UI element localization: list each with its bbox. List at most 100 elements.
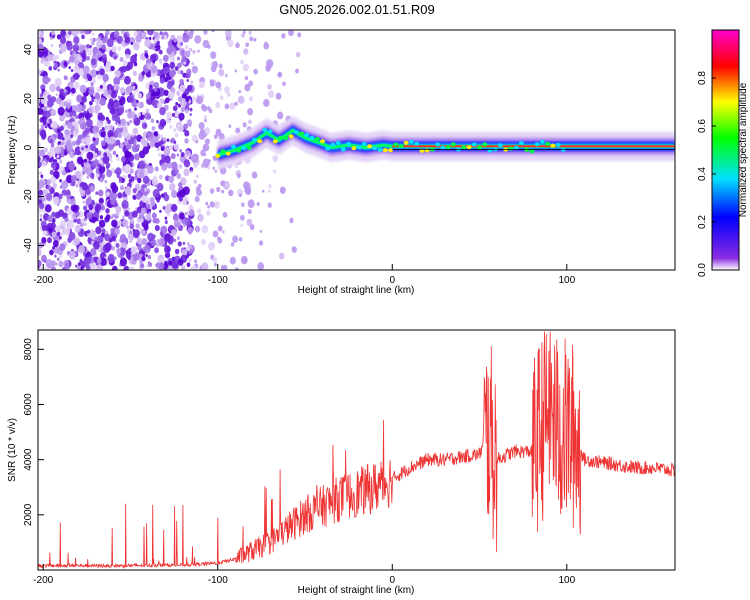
heatmap-cell [39,171,43,175]
heatmap-cell [238,237,243,242]
heatmap-cell [275,92,282,100]
heatmap-cell [86,175,90,179]
heatmap-cell [135,223,140,229]
heatmap-cell [182,33,190,43]
heatmap-cell [85,127,91,134]
heatmap-cell [89,143,96,152]
heatmap-cell [82,50,86,55]
heatmap-cell [214,169,218,174]
heatmap-cell [78,56,83,62]
heatmap-cell [91,40,95,46]
heatmap-cell [133,114,138,120]
heatmap-cell [50,43,54,47]
heatmap-cell [121,99,126,105]
heatmap-cell [141,32,147,39]
heatmap-cell [38,266,44,270]
heatmap-cell [98,150,102,155]
heatmap-cell [138,160,146,169]
heatmap-cell [127,112,132,119]
heatmap-cell [115,139,121,146]
heatmap-cell [201,262,209,270]
heatmap-cell [234,101,238,106]
heatmap-cell [46,179,52,185]
heatmap-cell [240,59,244,65]
heatmap-cell [40,95,48,105]
heatmap-cell [263,42,270,50]
heatmap-cell [126,151,132,158]
top-plot-frame [37,29,676,271]
heatmap-cell [38,69,42,76]
heatmap-cell [74,53,78,58]
heatmap-cell [226,92,231,97]
heatmap-cell [88,105,95,115]
heatmap-cell [125,53,130,59]
heatmap-cell [63,61,68,67]
heatmap-cell [180,264,186,270]
heatmap-cell [170,190,178,198]
heatmap-cell [48,66,53,71]
heatmap-cell [95,104,101,112]
heatmap-cell [143,224,149,231]
heatmap-cell [145,93,151,100]
heatmap-cell [106,169,113,178]
ridge-blob [513,145,519,150]
heatmap-cell [187,242,190,246]
heatmap-cell [207,205,210,209]
heatmap-cell [114,115,121,123]
heatmap-cell [183,159,190,167]
heatmap-cell [117,220,122,226]
ridge-blob [555,142,561,147]
colorbar-label: Normalized spectral amplitude [738,82,749,217]
heatmap-cell [57,68,60,72]
ridge-blob [424,148,430,153]
heatmap-cell [212,155,216,160]
heatmap-cell [138,171,145,179]
heatmap-cell [99,243,105,249]
heatmap-cell [40,104,44,108]
heatmap-cell [176,236,180,241]
heatmap-cell [265,64,272,72]
heatmap-cell [152,60,156,64]
heatmap-cell [178,164,183,169]
heatmap-cell [113,30,120,38]
ridge-blob [215,154,221,159]
heatmap-cell [194,35,202,44]
heatmap-cell [91,166,94,171]
heatmap-cell [123,265,130,270]
colorbar: 0.0 0.2 0.4 0.6 0.8 Normalized spectral ampl… [697,29,749,277]
colorbar-gradient [711,29,740,271]
heatmap-cell [210,65,217,73]
heatmap-cell [126,61,134,70]
heatmap-cell [177,258,184,266]
heatmap-cell [49,169,54,175]
heatmap-cell [196,95,204,105]
ridge-blob [408,139,414,144]
heatmap-cell [194,259,198,264]
heatmap-cell [136,144,140,150]
heatmap-cell [115,205,122,214]
heatmap-cell [127,232,135,241]
heatmap-cell [191,65,199,74]
heatmap-cell [52,182,57,189]
heatmap-cell [41,160,47,167]
heatmap-cell [140,137,147,145]
heatmap-cell [186,119,193,127]
heatmap-cell [248,96,254,102]
heatmap-cell [135,192,142,200]
heatmap-cell [85,118,93,128]
heatmap-cell [188,47,193,53]
heatmap-cell [87,229,91,234]
heatmap-cell [134,62,138,67]
heatmap-cell [75,139,81,146]
ridge-blob [346,141,352,146]
heatmap-cell [160,145,165,152]
heatmap-cell [88,203,94,210]
heatmap-cell [179,70,184,75]
heatmap-cell [174,248,180,255]
heatmap-cell [85,264,91,270]
heatmap-cell [99,215,104,220]
heatmap-cell [123,33,128,38]
heatmap-cell [47,237,52,244]
heatmap-cell [43,91,47,96]
heatmap-cell [183,30,188,34]
